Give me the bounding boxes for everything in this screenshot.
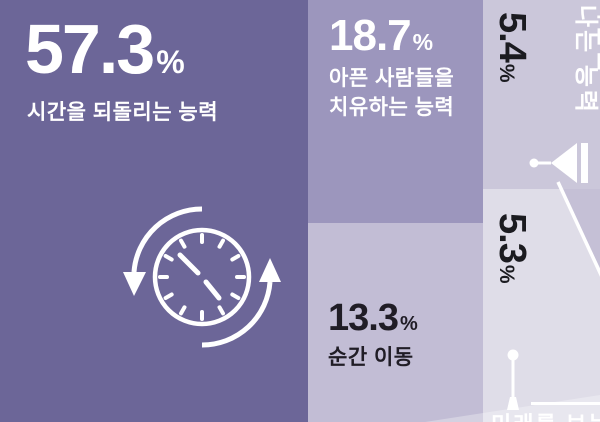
healing-label-line2: 치유하는 능력 [329,96,455,119]
cell-5-4-value: 5.4 % [489,12,533,82]
time-rewind-value: 57.3 % [25,14,185,84]
cell-5-3-bottom-label-clipped: 미래를 보는 능력 [491,407,600,422]
healing-label: 아픈 사람들을 치유하는 능력 [329,64,454,122]
value-text: 5.3 [491,213,533,263]
paper-plane-icon [529,143,588,183]
pin-icon [507,349,519,410]
percent-sign: % [495,63,518,82]
cell-5-3-value: 5.3 % [489,213,533,283]
value-text: 57.3 [25,10,155,88]
teleport-label: 순간 이동 [328,346,414,369]
clock-rewind-icon [123,206,281,348]
percent-sign: % [495,264,518,283]
value-text: 13.3 [328,297,399,339]
percent-sign: % [156,44,185,80]
teleport-value: 13.3 % [328,299,418,337]
percent-sign: % [412,29,434,55]
percent-sign: % [399,313,418,335]
cell-time-rewind: 57.3 % 시간을 되돌리는 능력 [25,14,281,348]
healing-label-line1: 아픈 사람들을 [329,67,455,90]
value-text: 18.7 [329,11,412,60]
time-rewind-label: 시간을 되돌리는 능력 [27,101,219,124]
cell-5-3: 5.3 % 미래를 보는 능력 [483,189,600,422]
bottom-cropped-rule [531,402,600,405]
cell-teleport: 13.3 % 순간 이동 [308,223,483,422]
cell-5-4-vertical-label-clipped: 하늘을 [594,0,600,76]
cell-5-4: 5.4 % 나는 능력 하늘을 [483,0,600,189]
cell-healing: 18.7 % 아픈 사람들을 치유하는 능력 [308,0,483,223]
value-text: 5.4 [491,12,533,62]
healing-value: 18.7 % [329,14,433,58]
